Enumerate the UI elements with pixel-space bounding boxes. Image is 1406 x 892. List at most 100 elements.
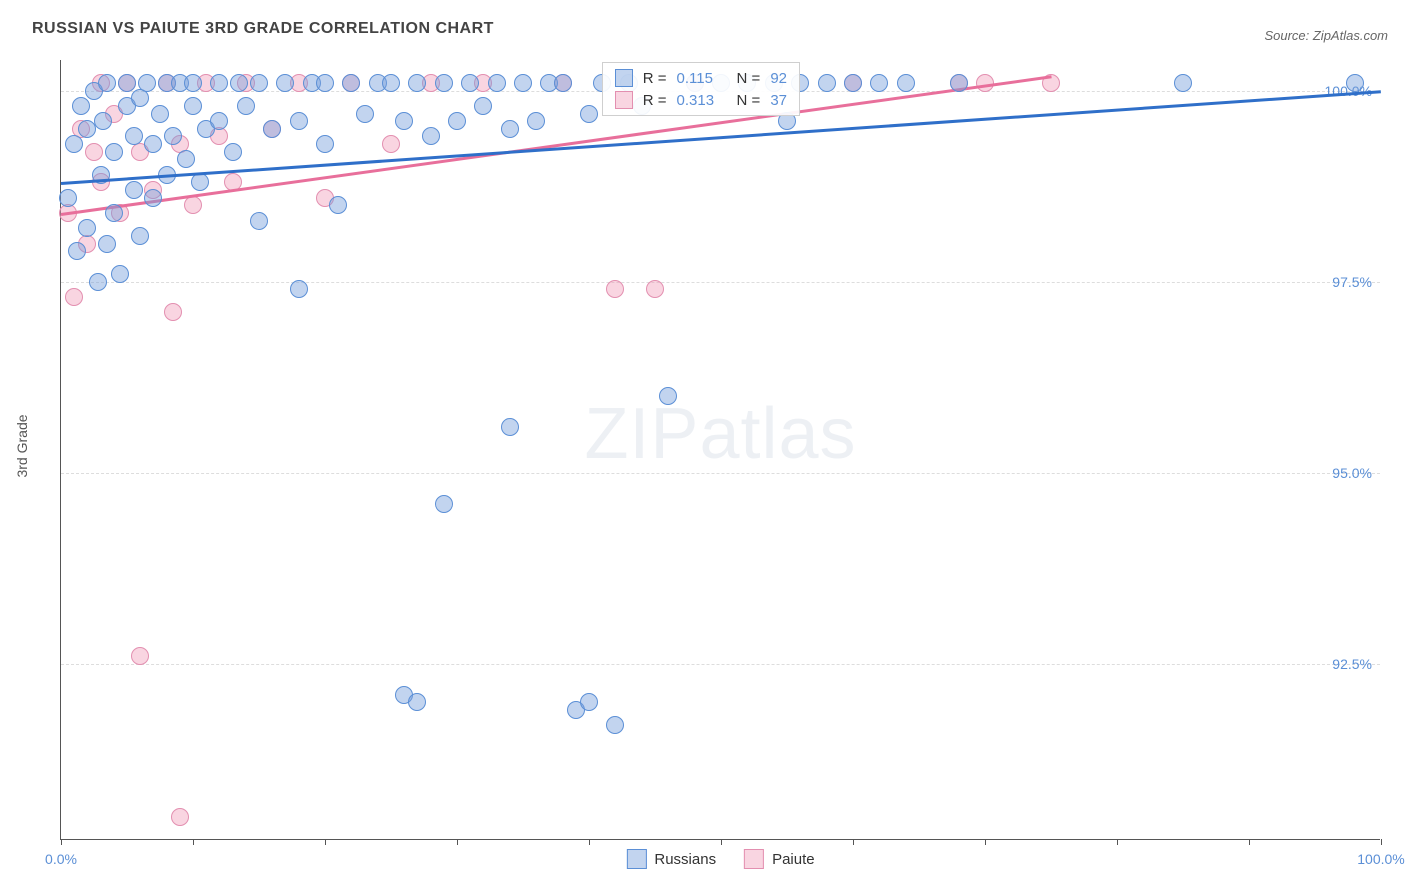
marker-russians: [422, 127, 440, 145]
x-tick-label: 0.0%: [45, 851, 77, 867]
marker-russians: [94, 112, 112, 130]
marker-russians: [897, 74, 915, 92]
marker-russians: [1346, 74, 1364, 92]
marker-russians: [316, 135, 334, 153]
stat-n-label: N =: [737, 92, 761, 109]
legend-label: Russians: [654, 851, 716, 868]
legend-label: Paiute: [772, 851, 815, 868]
marker-russians: [105, 143, 123, 161]
stat-r-label: R =: [643, 70, 667, 87]
marker-paiute: [131, 647, 149, 665]
marker-russians: [356, 105, 374, 123]
marker-russians: [98, 74, 116, 92]
stat-swatch-icon: [615, 91, 633, 109]
marker-russians: [435, 74, 453, 92]
marker-russians: [210, 112, 228, 130]
marker-russians: [68, 242, 86, 260]
marker-russians: [382, 74, 400, 92]
marker-russians: [59, 189, 77, 207]
marker-russians: [184, 74, 202, 92]
marker-russians: [276, 74, 294, 92]
marker-russians: [818, 74, 836, 92]
x-tick: [1249, 839, 1250, 845]
marker-russians: [290, 112, 308, 130]
legend-swatch-icon: [626, 849, 646, 869]
marker-russians: [395, 112, 413, 130]
marker-russians: [316, 74, 334, 92]
marker-russians: [342, 74, 360, 92]
marker-russians: [89, 273, 107, 291]
marker-russians: [111, 265, 129, 283]
marker-russians: [527, 112, 545, 130]
x-tick: [193, 839, 194, 845]
marker-russians: [210, 74, 228, 92]
marker-russians: [144, 135, 162, 153]
marker-russians: [501, 418, 519, 436]
marker-russians: [131, 227, 149, 245]
marker-russians: [125, 127, 143, 145]
marker-russians: [191, 173, 209, 191]
marker-russians: [118, 74, 136, 92]
marker-russians: [408, 74, 426, 92]
x-tick: [985, 839, 986, 845]
scatter-plot-area: ZIPatlas Russians Paiute 92.5%95.0%97.5%…: [60, 60, 1380, 840]
gridline: [61, 282, 1380, 283]
marker-russians: [461, 74, 479, 92]
legend-item-paiute: Paiute: [744, 849, 815, 869]
marker-russians: [184, 97, 202, 115]
marker-russians: [329, 196, 347, 214]
marker-russians: [844, 74, 862, 92]
x-tick: [61, 839, 62, 845]
y-tick-label: 95.0%: [1332, 465, 1372, 481]
marker-russians: [488, 74, 506, 92]
stat-row-russians: R = 0.115 N = 92: [603, 67, 799, 89]
marker-russians: [224, 143, 242, 161]
stat-n-value: 92: [770, 70, 787, 87]
marker-russians: [501, 120, 519, 138]
marker-paiute: [184, 196, 202, 214]
x-tick: [1381, 839, 1382, 845]
marker-russians: [250, 74, 268, 92]
stat-r-value: 0.115: [677, 70, 727, 87]
y-tick-label: 92.5%: [1332, 656, 1372, 672]
x-tick: [853, 839, 854, 845]
stat-n-value: 37: [770, 92, 787, 109]
x-tick: [1117, 839, 1118, 845]
marker-russians: [177, 150, 195, 168]
marker-russians: [65, 135, 83, 153]
correlation-stats-box: R = 0.115 N = 92R = 0.313 N = 37: [602, 62, 800, 116]
gridline: [61, 473, 1380, 474]
stat-n-label: N =: [737, 70, 761, 87]
series-legend: Russians Paiute: [626, 849, 814, 869]
legend-swatch-icon: [744, 849, 764, 869]
marker-russians: [237, 97, 255, 115]
legend-item-russians: Russians: [626, 849, 716, 869]
marker-russians: [580, 105, 598, 123]
marker-russians: [514, 74, 532, 92]
marker-russians: [435, 495, 453, 513]
marker-russians: [1174, 74, 1192, 92]
marker-russians: [144, 189, 162, 207]
marker-russians: [448, 112, 466, 130]
x-tick: [589, 839, 590, 845]
x-tick: [721, 839, 722, 845]
marker-russians: [230, 74, 248, 92]
y-axis-label: 3rd Grade: [14, 414, 30, 477]
x-tick-label: 100.0%: [1357, 851, 1404, 867]
marker-russians: [138, 74, 156, 92]
marker-russians: [98, 235, 116, 253]
marker-russians: [870, 74, 888, 92]
marker-russians: [606, 716, 624, 734]
marker-russians: [659, 387, 677, 405]
y-tick-label: 97.5%: [1332, 274, 1372, 290]
stat-row-paiute: R =0.313N =37: [603, 89, 799, 111]
marker-russians: [290, 280, 308, 298]
trend-line-paiute: [61, 75, 1051, 215]
marker-paiute: [171, 808, 189, 826]
stat-r-value: 0.313: [677, 92, 727, 109]
source-attribution: Source: ZipAtlas.com: [1264, 28, 1388, 43]
x-tick: [325, 839, 326, 845]
marker-russians: [554, 74, 572, 92]
marker-paiute: [164, 303, 182, 321]
marker-russians: [72, 97, 90, 115]
